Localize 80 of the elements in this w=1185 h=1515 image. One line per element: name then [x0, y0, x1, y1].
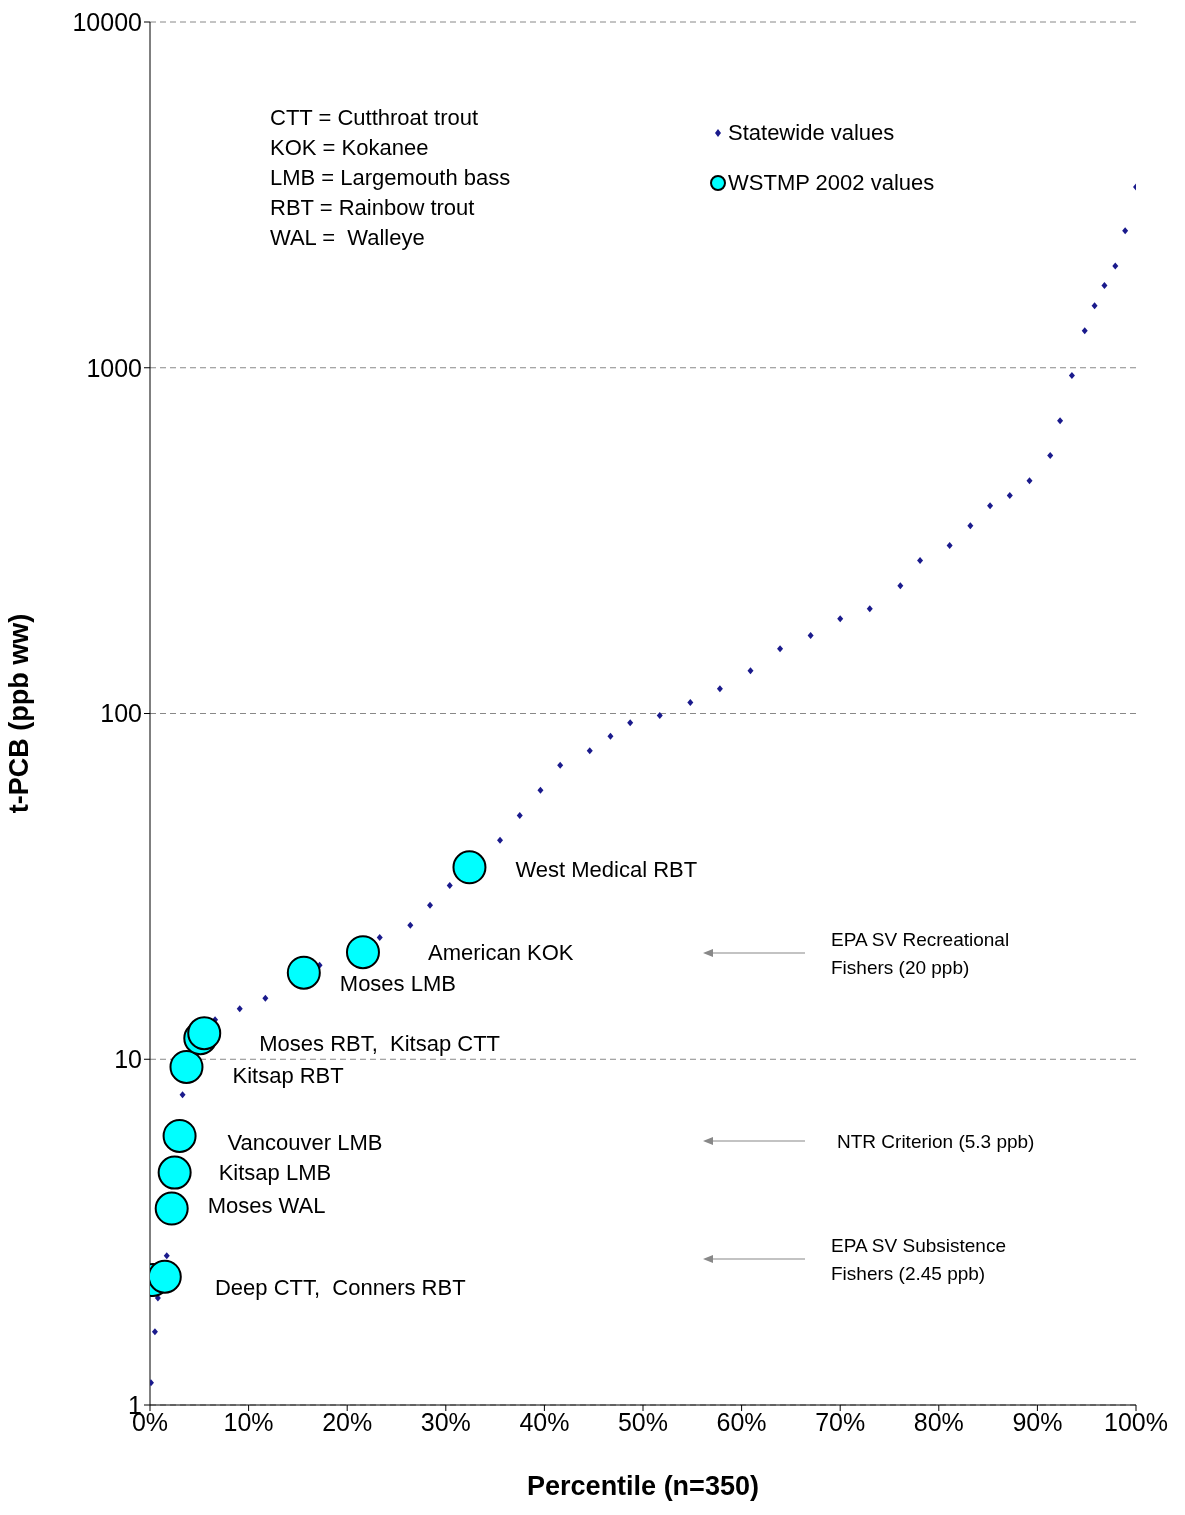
annotation: CTT = Cutthroat trout [270, 104, 480, 132]
point [376, 933, 383, 941]
point [866, 605, 873, 613]
point [967, 522, 974, 530]
annotation: LMB = Largemouth bass [270, 164, 511, 192]
x-tick-label: 80% [913, 1407, 964, 1436]
point [1091, 302, 1098, 310]
y-axis-title: t-PCB (ppb ww) [3, 613, 34, 814]
y-tick-label: 1000 [86, 353, 142, 382]
point [516, 811, 523, 819]
point [1101, 281, 1108, 289]
legend-label: Statewide values [728, 120, 895, 146]
point [1112, 262, 1119, 270]
point [446, 882, 453, 890]
point [452, 850, 487, 885]
annotation: Moses LMB [339, 970, 456, 996]
y-tick-label: 10000 [72, 7, 142, 36]
point [987, 502, 994, 510]
point [946, 542, 953, 550]
annotation: Moses RBT, Kitsap CTT [259, 1031, 501, 1057]
point [1081, 327, 1088, 335]
annotation: Kitsap RBT [232, 1062, 344, 1088]
point [169, 1049, 204, 1084]
point [1026, 477, 1033, 485]
annotation: EPA SV Recreational Fishers (20 ppb) [831, 929, 1010, 978]
point [557, 761, 564, 769]
point [286, 955, 321, 990]
x-tick-label: 70% [815, 1407, 866, 1436]
point [656, 711, 663, 719]
point [1047, 452, 1054, 460]
annotation: KOK = Kokanee [270, 134, 430, 162]
point [1006, 492, 1013, 500]
point [163, 1252, 170, 1260]
x-tick-label: 10% [223, 1407, 274, 1436]
y-tick-label: 10 [114, 1045, 142, 1074]
point [807, 632, 814, 640]
x-tick-label: 60% [716, 1407, 767, 1436]
annotation: Moses WAL [207, 1192, 326, 1218]
point [427, 901, 434, 909]
point [345, 935, 380, 970]
annotation: Deep CTT, Conners RBT [214, 1274, 466, 1300]
point [1068, 372, 1075, 380]
annotation: RBT = Rainbow trout [270, 194, 476, 222]
annotation: NTR Criterion (5.3 ppb) [837, 1131, 1035, 1152]
annotation: EPA SV Subsistence Fishers (2.45 ppb) [831, 1235, 1006, 1284]
point [687, 699, 694, 706]
annotation: Vancouver LMB [227, 1129, 383, 1155]
x-tick-label: 100% [1104, 1407, 1168, 1436]
point [607, 732, 614, 740]
point [162, 1118, 197, 1153]
point [179, 1091, 186, 1099]
point [897, 582, 904, 590]
x-tick-label: 50% [617, 1407, 669, 1436]
point [157, 1155, 192, 1190]
legend-label: WSTMP 2002 values [728, 170, 935, 196]
x-tick-label: 30% [420, 1407, 471, 1436]
point [586, 747, 593, 755]
point [1057, 417, 1064, 425]
x-tick-label: 20% [322, 1407, 373, 1436]
point [1122, 227, 1129, 235]
point [236, 1005, 243, 1013]
x-axis-title: Percentile (n=350) [527, 1471, 759, 1501]
x-tick-label: 40% [519, 1407, 570, 1436]
point [497, 836, 504, 844]
point [627, 719, 634, 727]
annotation: West Medical RBT [515, 857, 698, 883]
point [154, 1191, 189, 1226]
point [747, 667, 754, 675]
point [151, 1328, 158, 1336]
y-tick-label: 100 [100, 699, 142, 728]
x-tick-label: 90% [1012, 1407, 1063, 1436]
point [407, 921, 414, 929]
annotation: Kitsap LMB [218, 1159, 332, 1185]
annotation: WAL = Walleye [270, 224, 426, 252]
point [262, 994, 269, 1002]
annotation: American KOK [427, 940, 574, 966]
point [777, 645, 784, 653]
point [837, 615, 844, 623]
point [716, 685, 723, 693]
point [537, 786, 544, 794]
